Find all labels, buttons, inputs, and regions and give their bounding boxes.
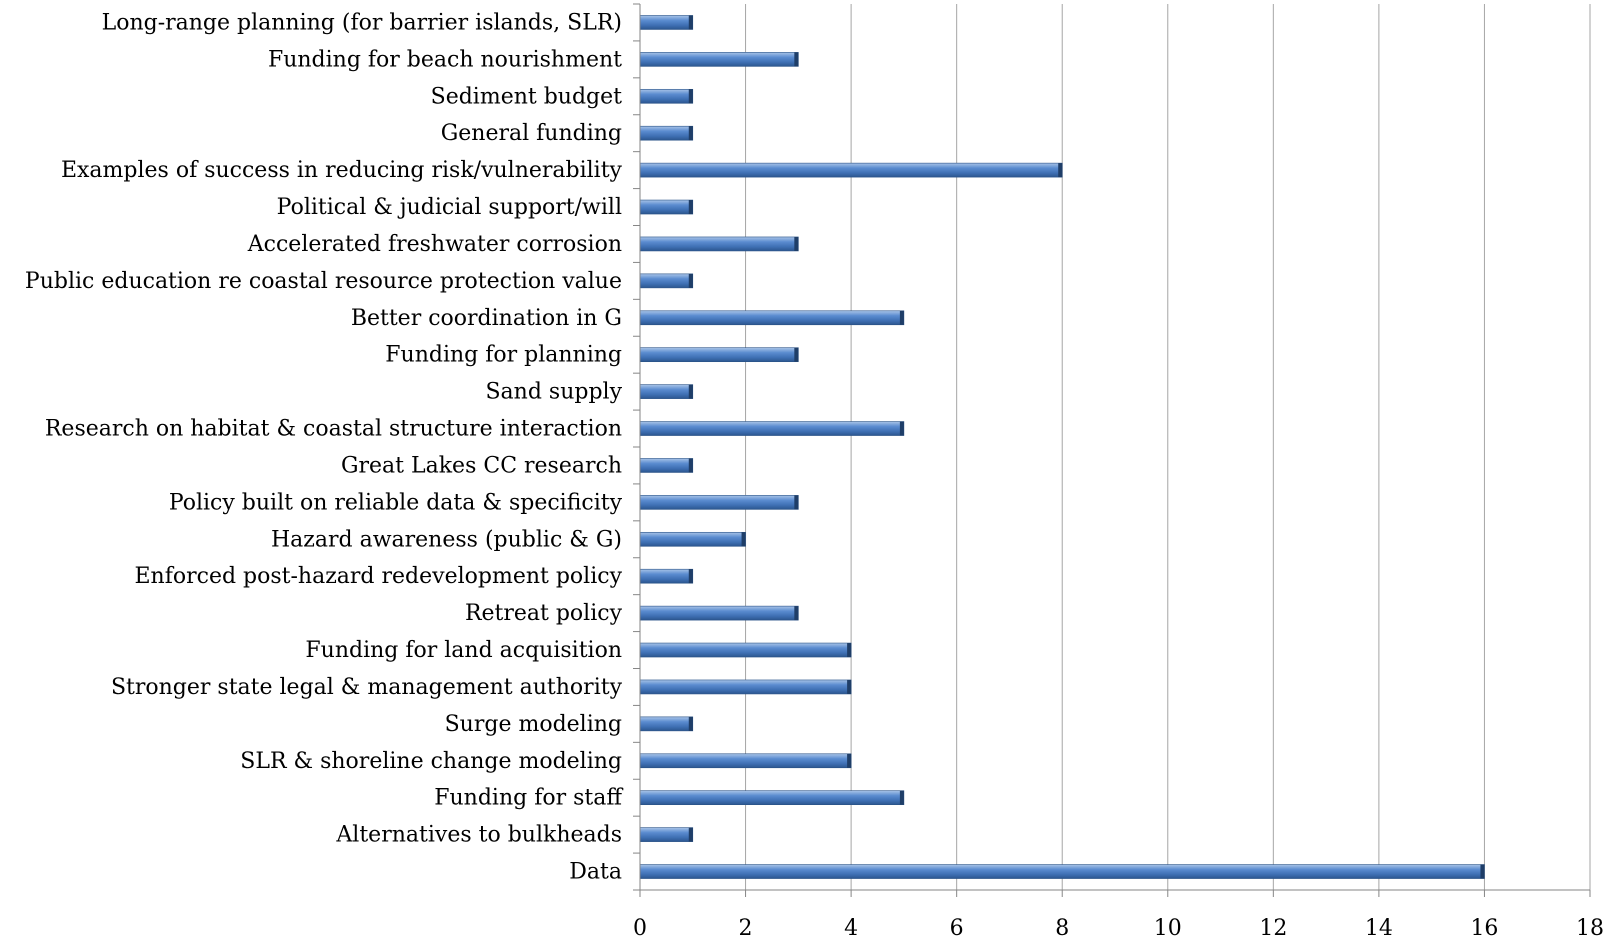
bar [639,421,905,436]
bar [639,347,799,363]
bar-end-cap [794,347,799,362]
bar-end-cap [899,421,904,436]
bar [639,15,694,30]
bar [639,827,694,842]
x-tick-label: 0 [633,916,647,941]
category-label: Examples of success in reducing risk/vul… [61,158,623,183]
category-label: Great Lakes CC research [341,453,622,478]
bar-end-cap [794,606,799,621]
bar-end-cap [688,15,693,30]
bar [639,531,746,547]
bar-end-cap [847,679,852,694]
x-tick-label: 4 [844,916,858,941]
x-tick-label: 10 [1154,916,1182,941]
category-label: Hazard awareness (public & G) [271,527,622,552]
category-label: Funding for beach nourishment [268,47,622,72]
category-label: Sediment budget [431,84,623,109]
bar [639,384,694,399]
category-label: Sand supply [485,380,622,405]
category-label: Research on habitat & coastal structure … [45,417,622,442]
bar [639,495,799,510]
category-label: Funding for planning [385,343,622,368]
bar-end-cap [688,384,693,399]
bar [639,125,694,141]
category-label: Long-range planning (for barrier islands… [102,10,622,35]
bar-end-cap [794,495,799,510]
axes [633,3,1591,897]
category-label: Retreat policy [465,601,623,626]
bar-end-cap [688,200,693,215]
bar-end-cap [847,643,852,658]
bar [639,162,1063,178]
bar [639,199,694,215]
bar [639,310,905,326]
bar [639,52,799,67]
bar [639,642,852,658]
category-label: SLR & shoreline change modeling [240,749,622,774]
bar-end-cap [794,52,799,67]
category-label: Alternatives to bulkheads [335,823,622,848]
bar-end-cap [741,532,746,547]
bar-end-cap [688,458,693,473]
category-label: Public education re coastal resource pro… [25,269,622,294]
x-tick-label: 6 [950,916,964,941]
bar [639,88,694,104]
bar-end-cap [899,310,904,325]
bar-end-cap [688,126,693,141]
bar-end-cap [847,753,852,768]
bar [639,753,852,769]
category-label: Accelerated freshwater corrosion [247,232,622,257]
bar-end-cap [688,569,693,584]
category-label: Surge modeling [445,712,622,737]
category-label: General funding [441,121,622,146]
bar [639,568,694,584]
category-label: Funding for staff [434,786,623,811]
category-label: Funding for land acquisition [305,638,622,663]
category-label: Better coordination in G [351,306,622,331]
bar-end-cap [794,236,799,251]
bar [639,236,799,252]
x-tick-label: 16 [1470,916,1498,941]
x-tick-label: 8 [1055,916,1069,941]
bar-end-cap [688,827,693,842]
bars [639,15,1485,879]
bar [639,864,1485,879]
category-label: Data [569,860,622,885]
x-tick-label: 2 [739,916,753,941]
x-tick-label: 18 [1576,916,1604,941]
bar [639,605,799,621]
x-tick-label: 14 [1365,916,1393,941]
x-tick-labels: 0 2 4 6 8 10 12 14 16 18 [633,916,1604,941]
bar [639,716,694,732]
bar [639,790,905,806]
bar-end-cap [899,790,904,805]
bar-end-cap [1480,864,1485,879]
bar-end-cap [688,716,693,731]
bar-end-cap [688,89,693,104]
category-label: Enforced post-hazard redevelopment polic… [134,564,622,589]
bar-end-cap [688,273,693,288]
gridlines [745,4,1591,890]
bar [639,679,852,695]
category-label: Stronger state legal & management author… [111,675,623,700]
x-tick-label: 12 [1259,916,1287,941]
bar [639,273,694,289]
category-label: Political & judicial support/will [277,195,622,220]
bar-end-cap [1058,163,1063,178]
category-labels: Long-range planning (for barrier islands… [25,10,623,884]
bar [639,458,694,473]
category-label: Policy built on reliable data & specific… [169,490,623,515]
